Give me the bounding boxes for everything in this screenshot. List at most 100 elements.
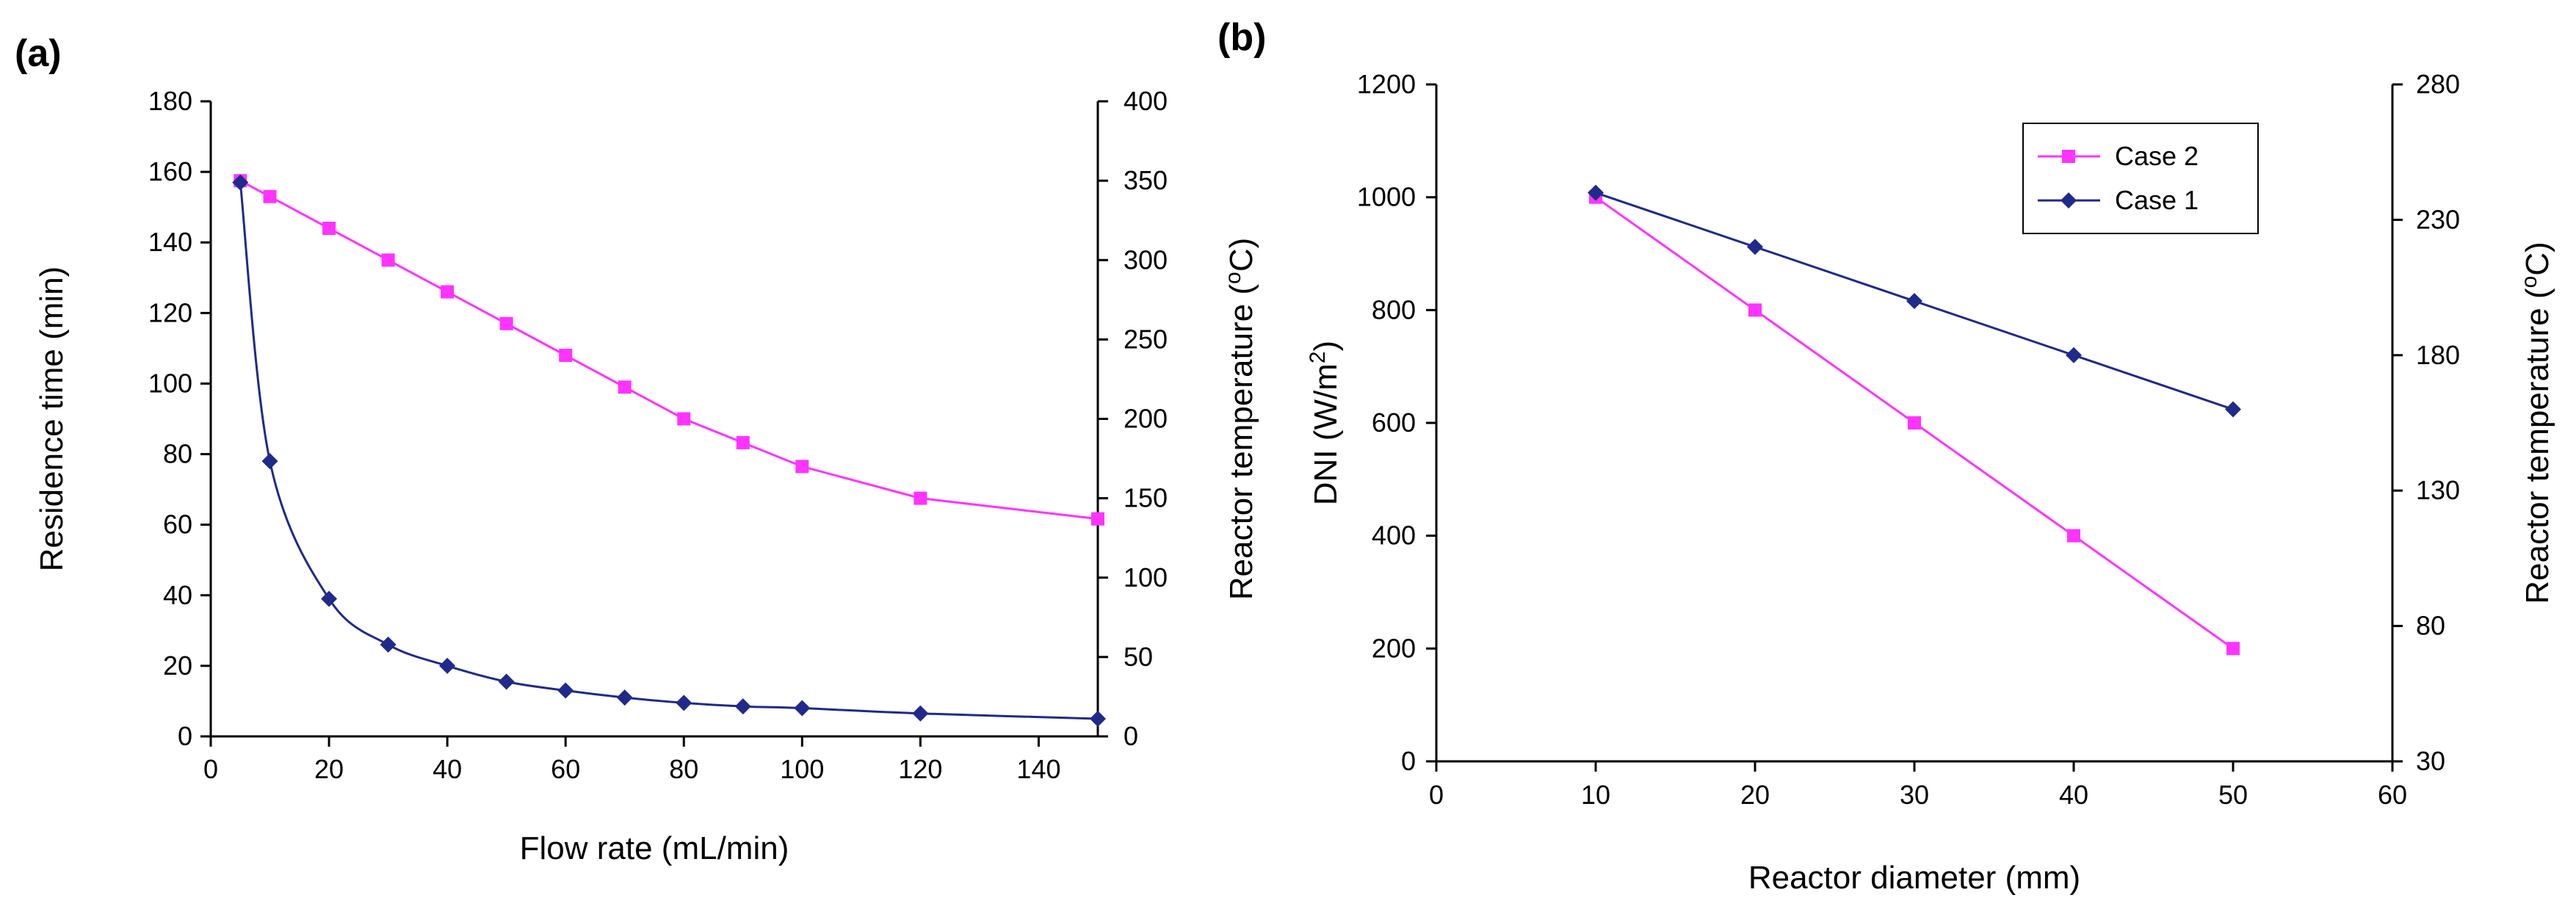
data-point-square bbox=[499, 316, 513, 330]
y2-axis-title-sup: o bbox=[1221, 272, 1245, 284]
x-tick-label: 60 bbox=[2378, 780, 2407, 810]
y-tick-label: 160 bbox=[148, 156, 192, 186]
data-point-square bbox=[1748, 303, 1762, 317]
data-point-square bbox=[2067, 529, 2080, 543]
y2-tick-label: 80 bbox=[2416, 611, 2445, 641]
y-tick-label: 180 bbox=[148, 86, 192, 116]
y-tick-label: 100 bbox=[148, 368, 192, 398]
y-tick-label: 40 bbox=[163, 580, 192, 610]
x-tick-label: 100 bbox=[780, 754, 824, 784]
x-tick-label: 30 bbox=[1900, 780, 1929, 810]
x-tick-label: 80 bbox=[669, 754, 698, 784]
data-point-diamond bbox=[676, 695, 692, 711]
y2-tick-label: 230 bbox=[2416, 204, 2460, 234]
x-tick-label: 40 bbox=[2059, 780, 2088, 810]
panel-label: (a) bbox=[15, 32, 62, 75]
data-point-diamond bbox=[321, 590, 338, 607]
data-point-diamond bbox=[1906, 293, 1922, 310]
y-tick-label: 120 bbox=[148, 297, 192, 327]
y-tick-label: 800 bbox=[1372, 294, 1416, 325]
data-point-square bbox=[913, 491, 927, 505]
data-point-diamond bbox=[2066, 347, 2082, 363]
x-axis-title: Flow rate (mL/min) bbox=[520, 830, 789, 866]
data-point-diamond bbox=[439, 657, 456, 674]
data-point-diamond bbox=[734, 698, 751, 715]
y-tick-label: 600 bbox=[1372, 407, 1416, 438]
y2-tick-label: 300 bbox=[1124, 244, 1168, 275]
y2-tick-label: 280 bbox=[2416, 69, 2460, 99]
y2-tick-label: 100 bbox=[1124, 562, 1168, 592]
y2-axis-title-sup: o bbox=[2517, 276, 2541, 289]
data-point-diamond bbox=[498, 673, 515, 690]
x-tick-label: 10 bbox=[1581, 780, 1610, 810]
x-tick-label: 120 bbox=[898, 754, 942, 784]
legend-marker-square bbox=[2062, 150, 2075, 163]
x-axis-title: Reactor diameter (mm) bbox=[1748, 860, 2080, 896]
data-point-square bbox=[322, 222, 336, 235]
legend: Case 2 Case 1 bbox=[2022, 123, 2259, 234]
data-point-diamond bbox=[1090, 710, 1106, 727]
chart-panel-1: 0 10 20 30 40 50 60020040060080010001200308013… bbox=[1218, 16, 2555, 896]
legend-marker-diamond bbox=[2061, 192, 2077, 209]
y2-tick-label: 350 bbox=[1124, 165, 1168, 195]
data-point-square bbox=[1908, 416, 1921, 429]
data-point-square bbox=[2226, 642, 2240, 656]
y2-tick-label: 200 bbox=[1124, 404, 1168, 434]
y-tick-label: 0 bbox=[178, 721, 192, 751]
y-tick-label: 1200 bbox=[1357, 69, 1416, 99]
y-tick-label: 400 bbox=[1372, 521, 1416, 551]
y2-tick-label: 150 bbox=[1124, 483, 1168, 513]
chart-panel-0: 0 20 40 60 80 100 120 140 0 20 40 60 80 100 120 140 160 1… bbox=[15, 32, 1259, 866]
y-axis-title-end: ) bbox=[1308, 341, 1344, 352]
series-line-1 bbox=[239, 182, 1099, 720]
data-point-square bbox=[559, 349, 573, 362]
y2-axis-title-text: Reactor temperature ( bbox=[2519, 288, 2555, 604]
y-axis-title-sup: 2 bbox=[1306, 351, 1330, 363]
data-point-diamond bbox=[232, 174, 249, 191]
y-tick-label: 80 bbox=[163, 439, 192, 469]
y2-tick-label: 0 bbox=[1124, 721, 1138, 751]
data-point-square bbox=[795, 460, 809, 474]
y2-axis-title-text: Reactor temperature ( bbox=[1223, 284, 1259, 601]
panel-label: (b) bbox=[1218, 16, 1266, 59]
series-line-0 bbox=[239, 179, 1099, 521]
y2-tick-label: 130 bbox=[2416, 475, 2460, 505]
data-point-diamond bbox=[557, 682, 574, 699]
legend-entry-label: Case 2 bbox=[2115, 141, 2199, 171]
y2-axis-title-end: C) bbox=[2519, 242, 2555, 275]
data-point-diamond bbox=[380, 637, 397, 653]
y2-axis-title: Reactor temperature (oC) bbox=[1221, 238, 1260, 601]
legend-entry-label: Case 1 bbox=[2115, 185, 2199, 215]
legend-box bbox=[2022, 123, 2259, 234]
y-tick-label: 20 bbox=[163, 650, 192, 681]
data-point-square bbox=[618, 380, 632, 394]
y2-tick-label: 30 bbox=[2416, 746, 2445, 776]
data-point-diamond bbox=[912, 705, 929, 722]
y2-tick-label: 180 bbox=[2416, 340, 2460, 370]
x-tick-label: 140 bbox=[1016, 754, 1060, 784]
data-point-square bbox=[1091, 512, 1104, 526]
x-tick-label: 40 bbox=[433, 754, 462, 784]
x-tick-label: 20 bbox=[314, 754, 344, 784]
y-axis-title: DNI (W/m2) bbox=[1306, 341, 1345, 505]
y-tick-label: 60 bbox=[163, 510, 192, 540]
data-point-square bbox=[381, 253, 395, 267]
data-point-square bbox=[736, 435, 750, 449]
data-point-diamond bbox=[1747, 239, 1763, 255]
data-point-diamond bbox=[261, 453, 278, 470]
x-tick-label: 20 bbox=[1740, 780, 1770, 810]
y2-tick-label: 250 bbox=[1124, 324, 1168, 354]
data-point-diamond bbox=[2225, 401, 2241, 418]
data-point-diamond bbox=[794, 700, 811, 717]
y2-tick-label: 50 bbox=[1124, 642, 1153, 672]
y-axis-title-text: DNI (W/m bbox=[1308, 363, 1344, 505]
y-tick-label: 140 bbox=[148, 227, 192, 257]
x-tick-label: 50 bbox=[2218, 780, 2248, 810]
x-tick-label: 0 bbox=[203, 754, 218, 784]
y-axis-title: Residence time (min) bbox=[34, 267, 70, 572]
data-point-diamond bbox=[1588, 184, 1604, 201]
y2-axis-title-end: C) bbox=[1223, 238, 1259, 272]
data-point-square bbox=[263, 189, 277, 203]
y2-tick-label: 400 bbox=[1124, 86, 1168, 116]
